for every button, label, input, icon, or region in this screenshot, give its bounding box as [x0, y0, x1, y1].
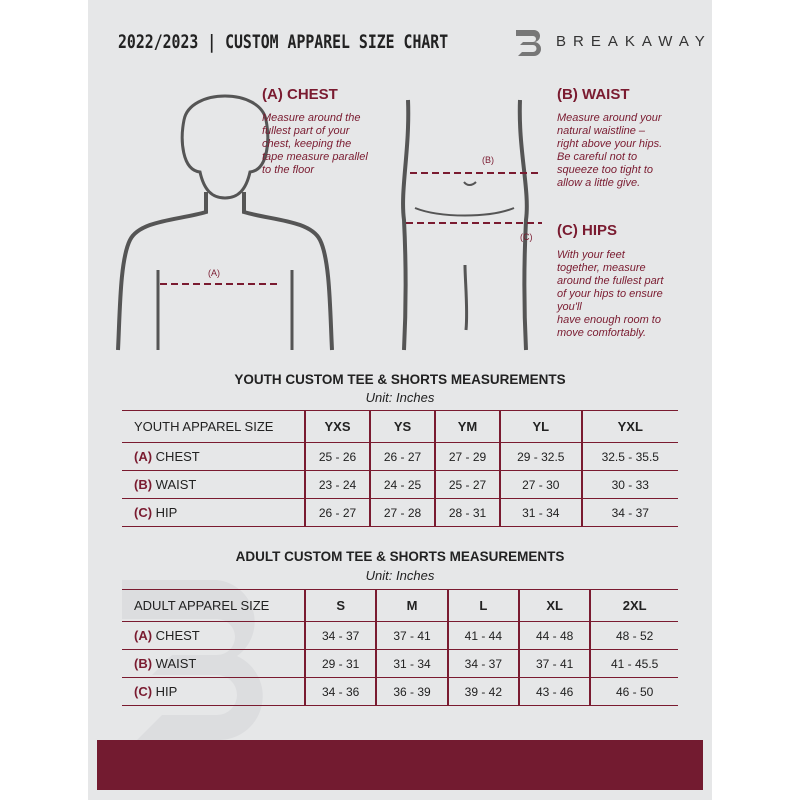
- table-cell: 26 - 27: [305, 498, 371, 527]
- youth-unit: Unit: Inches: [365, 390, 435, 405]
- waist-instructions: Measure around your natural waistline – …: [557, 112, 663, 189]
- table-cell: 43 - 46: [518, 677, 592, 706]
- hips-heading: (C) HIPS: [557, 222, 617, 239]
- header-cell: L: [447, 589, 520, 622]
- row-letter: (A): [134, 628, 153, 643]
- table-header-row: ADULT APPAREL SIZE S M L XL 2XL: [122, 589, 678, 622]
- chest-heading: (A) CHEST: [262, 86, 338, 103]
- row-name: WAIST: [155, 477, 197, 492]
- header-cell: 2XL: [590, 589, 678, 622]
- header-cell: YOUTH APPAREL SIZE: [122, 410, 306, 443]
- page-title: 2022/2023 | CUSTOM APPAREL SIZE CHART: [118, 31, 449, 53]
- table-cell: 34 - 37: [447, 649, 520, 678]
- table-row: (C) HIP 34 - 36 36 - 39 39 - 42 43 - 46 46 - …: [122, 677, 678, 706]
- row-letter: (A): [134, 449, 153, 464]
- table-cell: 44 - 48: [518, 621, 592, 650]
- table-cell: 41 - 44: [447, 621, 520, 650]
- header-cell: XL: [518, 589, 592, 622]
- row-letter: (C): [134, 505, 153, 520]
- waist-heading: (B) WAIST: [557, 86, 630, 103]
- table-cell: 23 - 24: [305, 470, 371, 499]
- table-cell: 25 - 26: [305, 442, 371, 471]
- table-row: (B) WAIST 29 - 31 31 - 34 34 - 37 37 - 41 41 …: [122, 649, 678, 678]
- table-row: (A) CHEST 25 - 26 26 - 27 27 - 29 29 - 32.5 3…: [122, 442, 678, 471]
- table-cell: 24 - 25: [370, 470, 436, 499]
- row-label: (A) CHEST: [122, 442, 306, 471]
- table-cell: 39 - 42: [447, 677, 520, 706]
- table-header-row: YOUTH APPAREL SIZE YXS YS YM YL YXL: [122, 410, 678, 443]
- table-cell: 27 - 29: [435, 442, 501, 471]
- table-cell: 36 - 39: [376, 677, 449, 706]
- table-cell: 31 - 34: [500, 498, 583, 527]
- header-cell: YXL: [581, 410, 678, 443]
- chest-instructions: Measure around the fullest part of your …: [262, 112, 368, 176]
- row-name: HIP: [155, 684, 178, 699]
- header-cell: ADULT APPAREL SIZE: [122, 589, 306, 622]
- body-illustration: (A) (B) (C): [116, 94, 542, 351]
- table-row: (B) WAIST 23 - 24 24 - 25 25 - 27 27 - 30 30 …: [122, 470, 678, 499]
- table-cell: 26 - 27: [370, 442, 436, 471]
- table-cell: 29 - 31: [305, 649, 378, 678]
- table-cell: 28 - 31: [435, 498, 501, 527]
- row-label: (B) WAIST: [122, 470, 306, 499]
- adult-unit: Unit: Inches: [365, 568, 435, 583]
- header-cell: YM: [435, 410, 501, 443]
- adult-table-title: ADULT CUSTOM TEE & SHORTS MEASUREMENTS: [235, 549, 565, 564]
- row-name: WAIST: [155, 656, 197, 671]
- table-cell: 34 - 37: [305, 621, 378, 650]
- header-cell: M: [376, 589, 449, 622]
- table-cell: 34 - 36: [305, 677, 378, 706]
- header-cell: YS: [370, 410, 436, 443]
- table-cell: 32.5 - 35.5: [581, 442, 678, 471]
- footer-band: [97, 740, 703, 790]
- table-row: (A) CHEST 34 - 37 37 - 41 41 - 44 44 - 48 48 …: [122, 621, 678, 650]
- row-name: HIP: [155, 505, 178, 520]
- table-cell: 27 - 30: [500, 470, 583, 499]
- table-cell: 31 - 34: [376, 649, 449, 678]
- breakaway-logo: [516, 30, 541, 56]
- table-cell: 48 - 52: [590, 621, 678, 650]
- row-label: (B) WAIST: [122, 649, 306, 678]
- table-cell: 30 - 33: [581, 470, 678, 499]
- table-cell: 41 - 45.5: [590, 649, 678, 678]
- table-row: (C) HIP 26 - 27 27 - 28 28 - 31 31 - 34 34 - …: [122, 498, 678, 527]
- row-label: (C) HIP: [122, 498, 306, 527]
- table-cell: 37 - 41: [376, 621, 449, 650]
- adult-size-table: ADULT APPAREL SIZE S M L XL 2XL (A) CHEST 34 - …: [122, 589, 678, 706]
- row-label: (C) HIP: [122, 677, 306, 706]
- header-cell: S: [305, 589, 378, 622]
- table-cell: 25 - 27: [435, 470, 501, 499]
- row-name: CHEST: [155, 628, 200, 643]
- marker-a: (A): [208, 268, 220, 278]
- table-cell: 37 - 41: [518, 649, 592, 678]
- row-letter: (B): [134, 477, 153, 492]
- table-cell: 46 - 50: [590, 677, 678, 706]
- hips-instructions: With your feet together, measure around …: [557, 249, 664, 339]
- table-cell: 29 - 32.5: [500, 442, 583, 471]
- header-cell: YXS: [305, 410, 371, 443]
- row-label: (A) CHEST: [122, 621, 306, 650]
- table-cell: 34 - 37: [581, 498, 678, 527]
- row-letter: (B): [134, 656, 153, 671]
- row-letter: (C): [134, 684, 153, 699]
- marker-b: (B): [482, 155, 494, 165]
- marker-c: (C): [520, 232, 533, 242]
- youth-size-table: YOUTH APPAREL SIZE YXS YS YM YL YXL (A) CHEST 2…: [122, 410, 678, 527]
- brand-name: BREAKAWAY: [556, 33, 712, 50]
- header-cell: YL: [500, 410, 583, 443]
- table-cell: 27 - 28: [370, 498, 436, 527]
- row-name: CHEST: [155, 449, 200, 464]
- youth-table-title: YOUTH CUSTOM TEE & SHORTS MEASUREMENTS: [234, 372, 566, 387]
